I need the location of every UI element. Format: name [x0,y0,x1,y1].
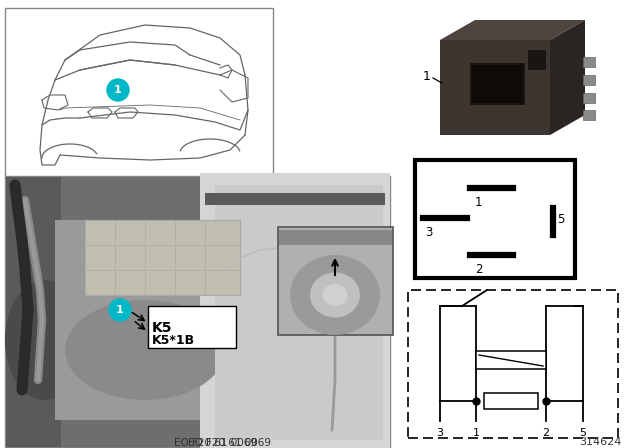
Bar [470,63,525,105]
Bar [5,8,273,178]
Bar [278,227,393,335]
Bar [583,57,595,67]
Text: 3: 3 [425,226,433,239]
Bar [476,351,546,369]
Ellipse shape [323,284,348,306]
Bar [279,228,392,334]
Bar [410,5,615,150]
Text: K5: K5 [152,321,173,335]
Text: EO F20 61 0069: EO F20 61 0069 [173,438,257,448]
Bar [583,110,595,120]
Bar [279,230,392,245]
Text: 1: 1 [114,85,122,95]
Ellipse shape [5,280,85,400]
Bar [528,50,546,70]
Bar [200,173,390,448]
Ellipse shape [310,272,360,318]
Bar [583,93,595,103]
Bar [55,220,255,420]
Text: 1: 1 [472,428,479,438]
Text: 1: 1 [475,196,483,209]
Text: EO F20 61 0069: EO F20 61 0069 [189,438,271,448]
Bar [484,393,538,409]
Bar [205,193,385,205]
Text: 5: 5 [579,428,586,438]
Bar [440,40,550,135]
Bar [85,220,240,295]
Text: 2: 2 [475,263,483,276]
Polygon shape [440,20,585,40]
Text: 5: 5 [557,213,564,226]
Circle shape [109,299,131,321]
Bar [215,185,383,440]
Text: 1: 1 [423,69,431,82]
Ellipse shape [290,255,380,335]
Bar [6,177,61,447]
Text: 314624: 314624 [579,437,621,447]
Bar [472,65,523,103]
Bar [6,177,389,447]
Bar [408,290,618,438]
Text: 3: 3 [436,428,444,438]
Polygon shape [550,20,585,135]
Text: 2: 2 [543,428,550,438]
Text: 1: 1 [116,305,124,315]
Text: K5*1B: K5*1B [152,335,195,348]
Bar [415,160,575,278]
Ellipse shape [65,300,225,400]
Bar [583,75,595,85]
Bar [5,176,390,448]
Circle shape [107,79,129,101]
Bar [148,306,236,348]
